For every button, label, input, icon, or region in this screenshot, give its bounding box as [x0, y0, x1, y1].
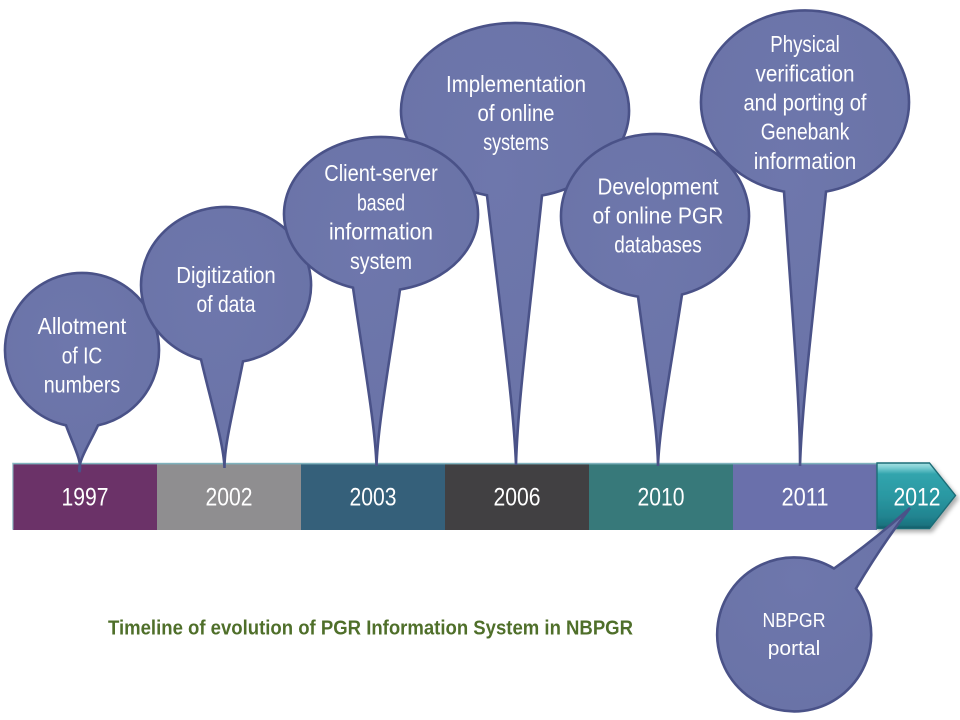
svg-text:Implementation: Implementation: [446, 71, 586, 97]
svg-text:NBPGR: NBPGR: [763, 609, 826, 632]
svg-text:Client-server: Client-server: [324, 160, 438, 186]
svg-text:1997: 1997: [62, 484, 109, 512]
svg-text:of online: of online: [478, 100, 555, 126]
svg-text:2002: 2002: [206, 484, 253, 512]
svg-text:Physical: Physical: [770, 31, 840, 57]
svg-text:systems: systems: [483, 129, 549, 155]
svg-text:verification: verification: [756, 60, 855, 86]
svg-text:based: based: [357, 189, 405, 215]
svg-text:of IC: of IC: [62, 342, 103, 368]
svg-text:Allotment: Allotment: [38, 313, 127, 339]
svg-text:2003: 2003: [350, 484, 397, 512]
svg-text:Timeline of evolution of PGR I: Timeline of evolution of PGR Information…: [108, 617, 633, 640]
svg-text:system: system: [350, 248, 412, 274]
svg-text:and porting of: and porting of: [744, 90, 868, 116]
svg-text:Genebank: Genebank: [761, 119, 850, 145]
svg-text:2012: 2012: [894, 484, 941, 512]
svg-text:information: information: [754, 148, 857, 174]
svg-text:information: information: [329, 219, 433, 245]
svg-text:2011: 2011: [782, 484, 829, 512]
svg-text:2006: 2006: [494, 484, 541, 512]
svg-text:databases: databases: [614, 232, 702, 258]
svg-text:Digitization: Digitization: [176, 262, 276, 288]
svg-text:portal: portal: [768, 637, 821, 660]
svg-text:2010: 2010: [638, 484, 685, 512]
svg-text:of online PGR: of online PGR: [593, 203, 724, 229]
svg-text:of data: of data: [197, 291, 256, 317]
svg-text:Development: Development: [598, 173, 720, 199]
svg-text:numbers: numbers: [44, 372, 121, 398]
